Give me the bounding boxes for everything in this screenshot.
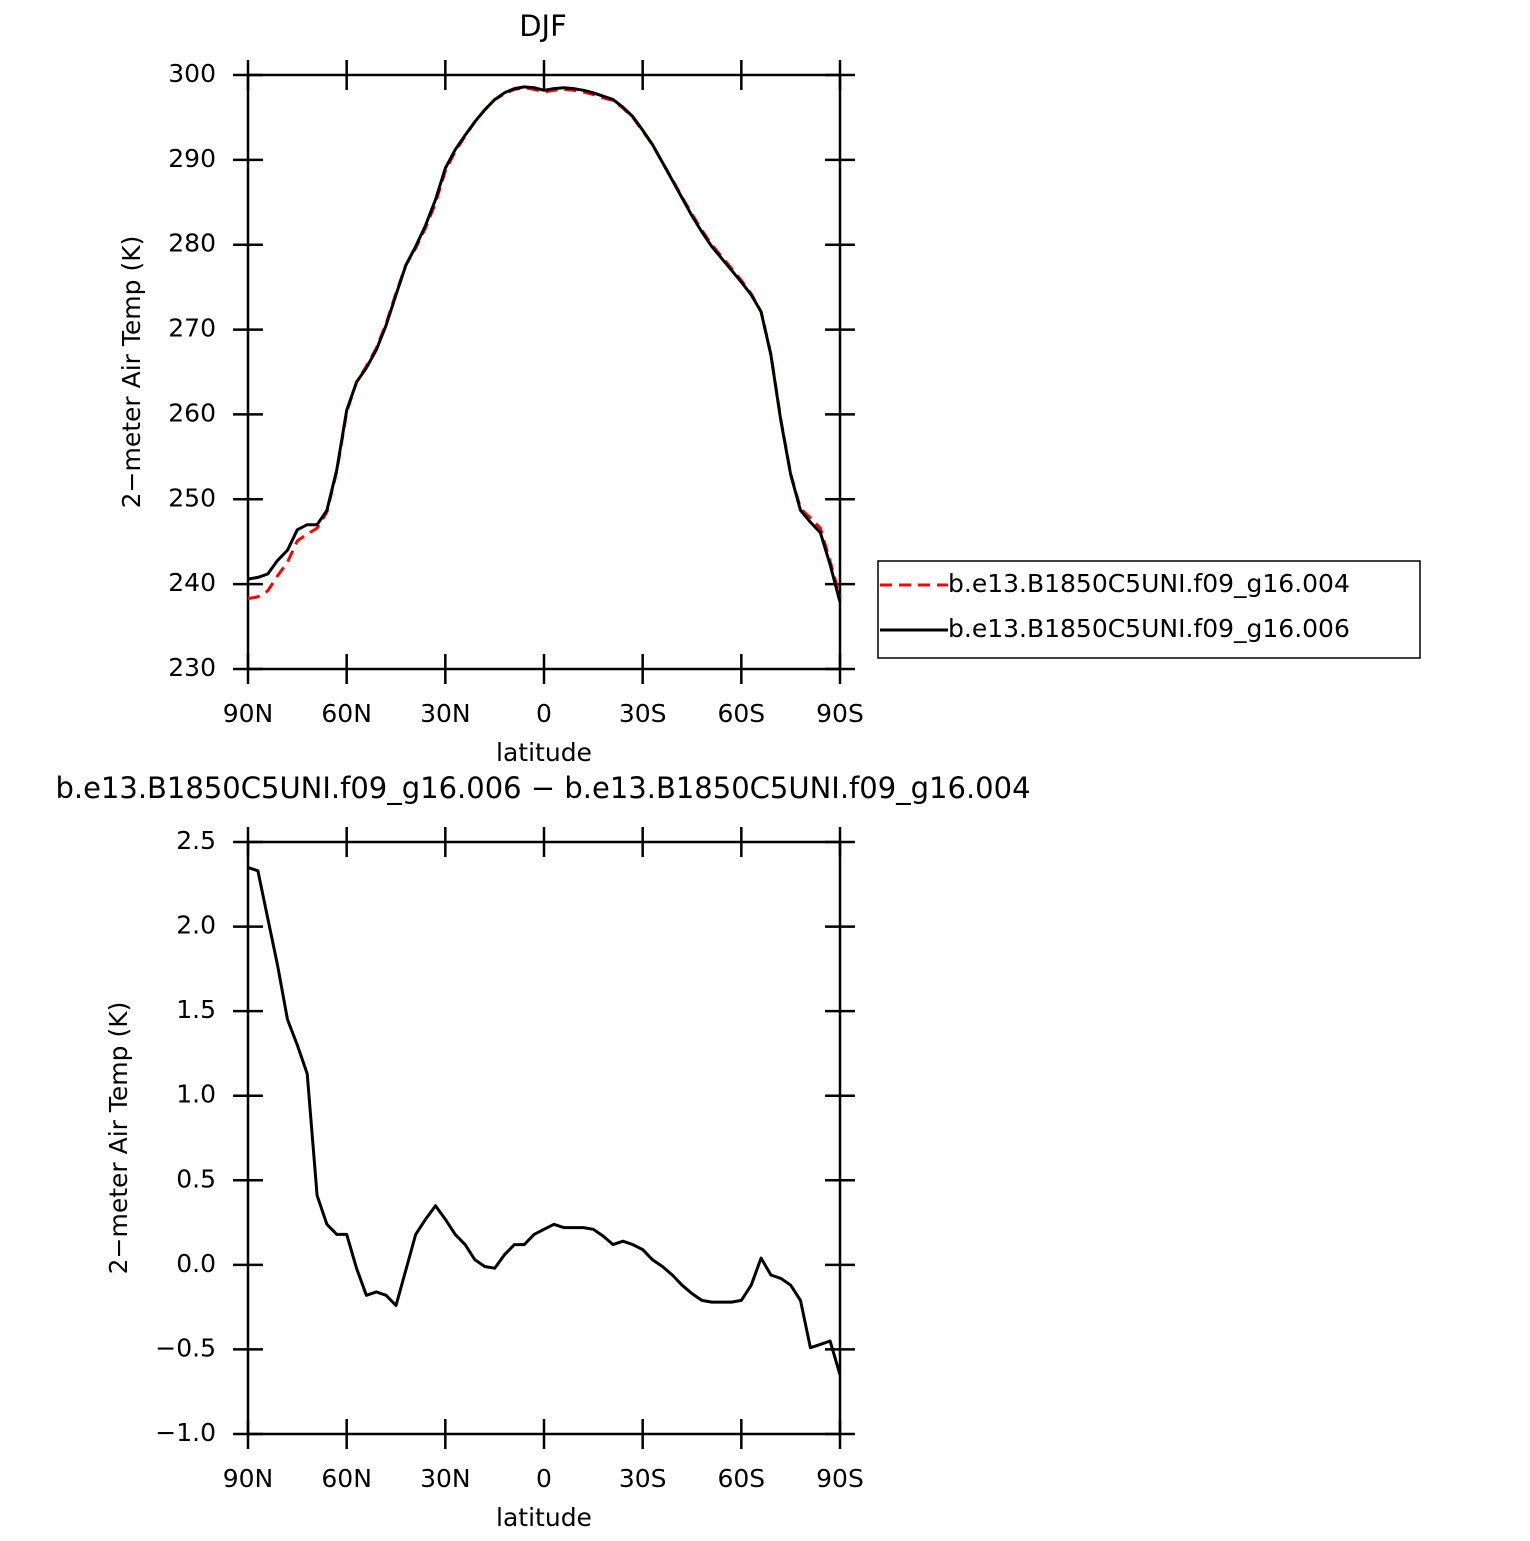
y-axis-label: 2−meter Air Temp (K) bbox=[104, 1002, 133, 1275]
x-tick-label: 60N bbox=[321, 699, 372, 728]
y-tick-label: 1.0 bbox=[176, 1080, 216, 1109]
x-tick-label: 30N bbox=[420, 699, 471, 728]
y-tick-label: 270 bbox=[168, 314, 216, 343]
x-tick-label: 90N bbox=[223, 1464, 274, 1493]
y-tick-label: 2.5 bbox=[176, 826, 216, 855]
y-tick-label: 0.0 bbox=[176, 1249, 216, 1278]
data-line bbox=[247, 85, 842, 603]
legend-label: b.e13.B1850C5UNI.f09_g16.006 bbox=[948, 614, 1350, 643]
y-tick-label: −1.0 bbox=[155, 1418, 216, 1447]
y-tick-label: −0.5 bbox=[155, 1333, 216, 1362]
legend-label: b.e13.B1850C5UNI.f09_g16.004 bbox=[948, 569, 1350, 598]
x-tick-label: 30S bbox=[619, 1464, 667, 1493]
x-tick-label: 30N bbox=[420, 1464, 471, 1493]
y-tick-label: 1.5 bbox=[176, 995, 216, 1024]
chart-title: b.e13.B1850C5UNI.f09_g16.006 − b.e13.B18… bbox=[55, 771, 1030, 805]
y-tick-label: 260 bbox=[168, 398, 216, 427]
x-tick-label: 0 bbox=[536, 699, 552, 728]
x-tick-label: 90S bbox=[816, 1464, 864, 1493]
chart-title: DJF bbox=[519, 9, 567, 43]
x-tick-label: 60S bbox=[717, 1464, 765, 1493]
y-tick-label: 2.0 bbox=[176, 911, 216, 940]
y-axis-label: 2−meter Air Temp (K) bbox=[117, 236, 146, 509]
x-tick-label: 90S bbox=[816, 699, 864, 728]
y-tick-label: 250 bbox=[168, 483, 216, 512]
x-axis-label: latitude bbox=[496, 738, 592, 767]
x-tick-label: 60N bbox=[321, 1464, 372, 1493]
y-tick-label: 230 bbox=[168, 653, 216, 682]
data-line bbox=[247, 865, 842, 1376]
x-tick-label: 60S bbox=[717, 699, 765, 728]
legend-box bbox=[877, 560, 1421, 659]
y-tick-label: 240 bbox=[168, 568, 216, 597]
y-tick-label: 300 bbox=[168, 59, 216, 88]
y-tick-label: 290 bbox=[168, 144, 216, 173]
x-axis-label: latitude bbox=[496, 1503, 592, 1532]
plot-frame bbox=[246, 73, 842, 671]
plot-frame bbox=[246, 840, 842, 1436]
y-tick-label: 280 bbox=[168, 229, 216, 258]
x-tick-label: 0 bbox=[536, 1464, 552, 1493]
x-tick-label: 30S bbox=[619, 699, 667, 728]
data-line bbox=[247, 86, 842, 601]
x-tick-label: 90N bbox=[223, 699, 274, 728]
y-tick-label: 0.5 bbox=[176, 1164, 216, 1193]
